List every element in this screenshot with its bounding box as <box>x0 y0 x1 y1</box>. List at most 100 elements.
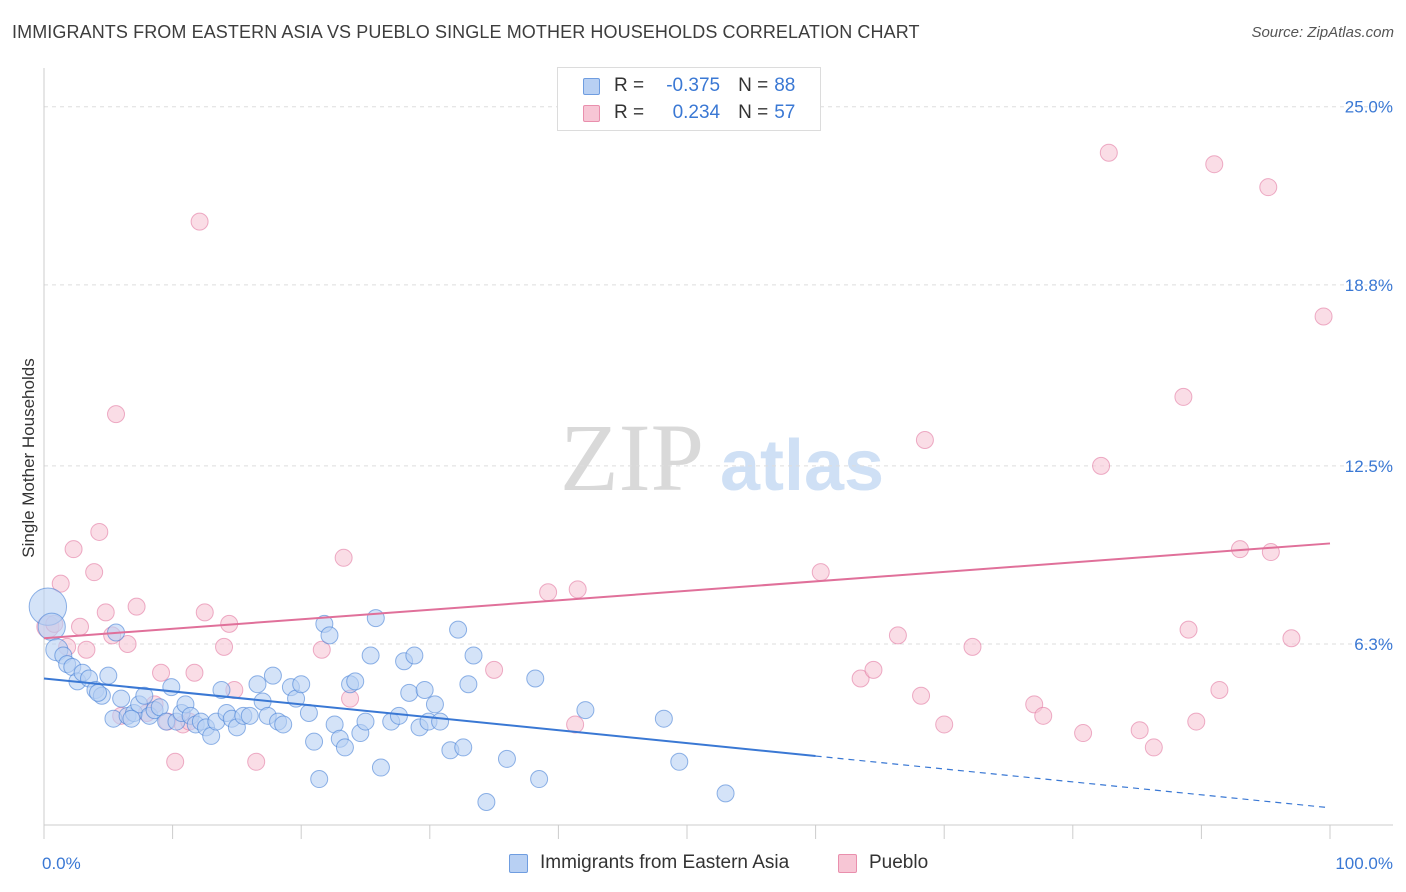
chart-title: IMMIGRANTS FROM EASTERN ASIA VS PUEBLO S… <box>12 22 920 42</box>
pueblo-point <box>851 669 870 688</box>
pueblo-point <box>152 663 171 682</box>
blue-swatch-icon <box>583 77 600 95</box>
pueblo-point <box>107 405 126 424</box>
r-value: -0.375 <box>666 75 721 96</box>
pueblo-point <box>71 617 90 636</box>
pueblo-point <box>1034 706 1053 725</box>
immigrants-point <box>459 675 478 694</box>
pueblo-point <box>195 603 214 622</box>
correlation-legend: R = -0.375 N = 88 R = 0.234 N = 57 <box>557 67 821 131</box>
immigrants-point <box>654 709 673 728</box>
pueblo-point <box>1205 155 1224 174</box>
y-tick-label: 18.8% <box>1345 276 1393 295</box>
r-label: R = <box>614 102 645 123</box>
y-tick-label: 6.3% <box>1354 635 1393 654</box>
pueblo-point <box>1179 620 1198 639</box>
immigrants-point <box>454 738 473 757</box>
immigrants-point <box>240 706 259 725</box>
series-legend: Immigrants from Eastern Asia Pueblo <box>0 852 1406 876</box>
legend-label: Pueblo <box>869 852 929 873</box>
source-credit: Source: ZipAtlas.com <box>1251 24 1394 41</box>
pueblo-point <box>539 583 558 602</box>
n-label: N = <box>738 75 769 96</box>
pueblo-point <box>1092 456 1111 475</box>
y-axis-label: Single Mother Households <box>19 358 38 557</box>
immigrants-point <box>335 738 354 757</box>
immigrants-trend-extension <box>815 755 1331 809</box>
pueblo-point <box>1282 629 1301 648</box>
n-label: N = <box>738 102 769 123</box>
pink-swatch-icon <box>583 104 600 122</box>
pueblo-point <box>96 603 115 622</box>
immigrants-point <box>389 706 408 725</box>
pueblo-point <box>185 663 204 682</box>
blue-swatch-icon <box>509 853 528 873</box>
pueblo-point <box>915 431 934 450</box>
immigrants-point <box>464 646 483 665</box>
pueblo-point <box>90 522 109 541</box>
pueblo-point <box>935 715 954 734</box>
immigrants-point <box>274 715 293 734</box>
watermark-atlas: atlas <box>720 426 884 506</box>
immigrants-point <box>346 672 365 691</box>
pueblo-point <box>864 660 883 679</box>
x-tick-label: 0.0% <box>42 854 81 873</box>
immigrants-point <box>112 689 131 708</box>
immigrants-point <box>405 646 424 665</box>
pueblo-point <box>215 637 234 656</box>
immigrants-point <box>122 709 141 728</box>
series-immigrants-eastern-asia <box>28 587 735 812</box>
pueblo-point <box>811 563 830 582</box>
immigrants-point <box>670 752 689 771</box>
immigrants-point <box>497 749 516 768</box>
immigrants-point <box>431 712 450 731</box>
immigrants-point <box>162 678 181 697</box>
pueblo-point <box>1130 721 1149 740</box>
immigrants-point <box>530 770 549 789</box>
pueblo-point <box>1099 143 1118 162</box>
legend-item-immigrants: Immigrants from Eastern Asia <box>509 852 789 874</box>
immigrants-point <box>366 609 385 628</box>
immigrants-point <box>576 701 595 720</box>
immigrants-point <box>212 680 231 699</box>
immigrants-point <box>305 732 324 751</box>
immigrants-point <box>99 666 118 685</box>
pueblo-point <box>963 637 982 656</box>
immigrants-point <box>135 686 154 705</box>
pueblo-point <box>566 715 585 734</box>
immigrants-point <box>361 646 380 665</box>
r-label: R = <box>614 75 645 96</box>
immigrants-point <box>477 793 496 812</box>
pueblo-point <box>77 640 96 659</box>
immigrants-point <box>371 758 390 777</box>
x-tick-label: 100.0% <box>1335 854 1393 873</box>
immigrants-point <box>415 680 434 699</box>
immigrants-point <box>356 712 375 731</box>
immigrants-point <box>320 626 339 645</box>
immigrants-point <box>449 620 468 639</box>
r-value: 0.234 <box>672 102 721 123</box>
axes <box>43 68 1393 839</box>
y-tick-label: 25.0% <box>1345 98 1393 117</box>
immigrants-point <box>526 669 545 688</box>
watermark: ZIP atlas <box>560 404 884 511</box>
pink-swatch-icon <box>838 853 857 873</box>
immigrants-point <box>263 666 282 685</box>
pueblo-point <box>127 597 146 616</box>
pueblo-point <box>1174 387 1193 406</box>
pueblo-point <box>51 574 70 593</box>
watermark-zip: ZIP <box>560 404 704 511</box>
pueblo-point <box>334 548 353 567</box>
n-value: 88 <box>774 75 796 96</box>
immigrants-point <box>310 770 329 789</box>
pueblo-point <box>312 640 331 659</box>
pueblo-trend-line <box>43 542 1331 640</box>
pueblo-point <box>1261 543 1280 562</box>
n-value: 57 <box>774 102 796 123</box>
pueblo-point <box>568 580 587 599</box>
pueblo-point <box>1187 712 1206 731</box>
y-tick-label: 12.5% <box>1345 457 1393 476</box>
pueblo-point <box>912 686 931 705</box>
immigrants-point <box>299 703 318 722</box>
